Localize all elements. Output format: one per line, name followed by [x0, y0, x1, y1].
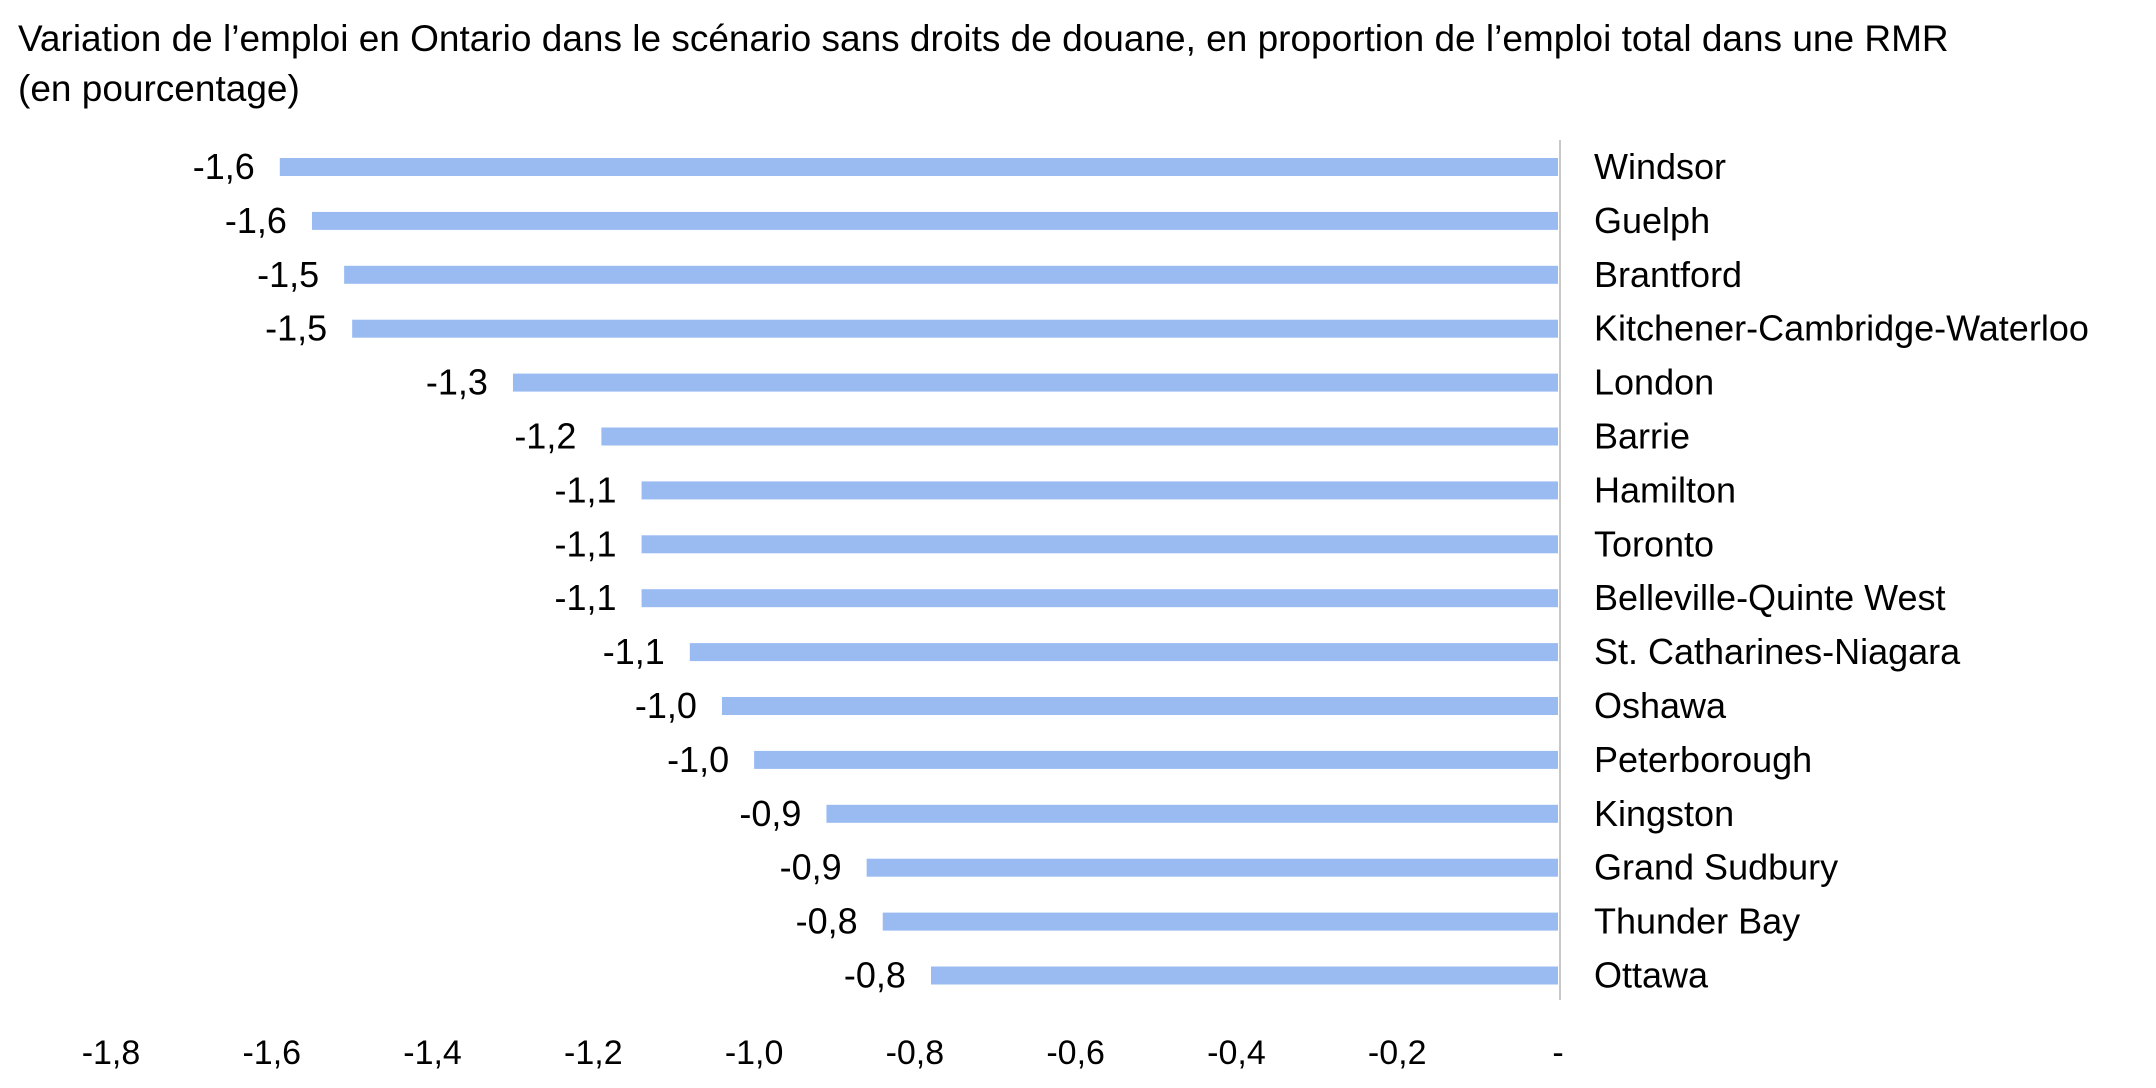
x-tick-label: -1,2	[564, 1034, 623, 1072]
category-label: St. Catharines-Niagara	[1594, 631, 1961, 672]
bar-peterborough	[754, 750, 1558, 769]
x-tick-label: -0,8	[886, 1034, 945, 1072]
value-label: -1,3	[426, 362, 488, 403]
chart-title: Variation de l’emploi en Ontario dans le…	[18, 14, 2118, 114]
category-label: Kingston	[1594, 793, 1734, 834]
value-label: -0,9	[780, 847, 842, 888]
value-label: -1,1	[555, 523, 617, 564]
x-tick-label: -0,6	[1046, 1034, 1105, 1072]
value-label: -1,1	[555, 577, 617, 618]
value-label: -1,1	[603, 631, 665, 672]
category-label: Peterborough	[1594, 739, 1812, 780]
x-tick-label: -1,6	[242, 1034, 301, 1072]
x-tick-label: -0,4	[1207, 1034, 1266, 1072]
bar-guelph	[311, 211, 1559, 230]
value-label: -1,6	[225, 200, 287, 241]
value-label: -1,6	[193, 146, 255, 187]
category-label: Brantford	[1594, 254, 1742, 295]
category-label: Hamilton	[1594, 469, 1736, 510]
x-tick-label: -0,2	[1368, 1034, 1427, 1072]
bars-layer	[279, 158, 1559, 985]
category-label: Barrie	[1594, 416, 1690, 457]
category-label: Windsor	[1594, 146, 1726, 187]
category-label: Thunder Bay	[1594, 901, 1800, 942]
bar-toronto	[641, 535, 1558, 554]
category-label: Toronto	[1594, 523, 1714, 564]
chart-subtitle: (en pourcentage)	[18, 68, 300, 109]
bar-grand-sudbury	[866, 858, 1558, 877]
category-label: Grand Sudbury	[1594, 847, 1838, 888]
value-label: -0,8	[844, 955, 906, 996]
x-tick-label: -1,4	[403, 1034, 462, 1072]
bar-london	[512, 373, 1558, 392]
bar-thunder-bay	[882, 912, 1558, 931]
x-tick-label: -1,8	[82, 1034, 141, 1072]
value-label: -1,5	[265, 308, 327, 349]
bar-belleville-quinte-west	[641, 589, 1558, 608]
bar-kitchener-cambridge-waterloo	[352, 319, 1559, 338]
x-axis-tick-labels: -1,8 -1,6 -1,4 -1,2 -1,0 -0,8 -0,6 -0,4 -0,2 -	[82, 1034, 1564, 1072]
bar-barrie	[601, 427, 1558, 446]
bar-windsor	[279, 158, 1559, 176]
value-labels-layer: -1,6 -1,6 -1,5 -1,5 -1,3 -1,2 -1,1 -1,1 -1,1 -1,1…	[193, 146, 906, 996]
bar-kingston	[826, 804, 1558, 823]
category-label: Oshawa	[1594, 685, 1727, 726]
x-tick-label: -	[1552, 1034, 1563, 1072]
category-label: Kitchener-Cambridge-Waterloo	[1594, 308, 2089, 349]
value-label: -1,2	[514, 416, 576, 457]
category-label: London	[1594, 362, 1714, 403]
value-label: -0,8	[796, 901, 858, 942]
bar-brantford	[344, 265, 1558, 284]
bar-hamilton	[641, 481, 1558, 500]
category-label: Belleville-Quinte West	[1594, 577, 1945, 618]
bar-ottawa	[930, 966, 1558, 985]
bar-st-catharines-niagara	[689, 643, 1558, 662]
category-label: Ottawa	[1594, 955, 1709, 996]
value-label: -0,9	[739, 793, 801, 834]
category-label: Guelph	[1594, 200, 1710, 241]
value-label: -1,0	[667, 739, 729, 780]
value-label: -1,0	[635, 685, 697, 726]
chart-title-text: Variation de l’emploi en Ontario dans le…	[18, 18, 1949, 59]
value-label: -1,5	[257, 254, 319, 295]
category-labels-layer: Windsor Guelph Brantford Kitchener-Cambridg…	[1594, 146, 2089, 996]
x-tick-label: -1,0	[725, 1034, 784, 1072]
bar-oshawa	[721, 697, 1558, 715]
value-label: -1,1	[555, 469, 617, 510]
